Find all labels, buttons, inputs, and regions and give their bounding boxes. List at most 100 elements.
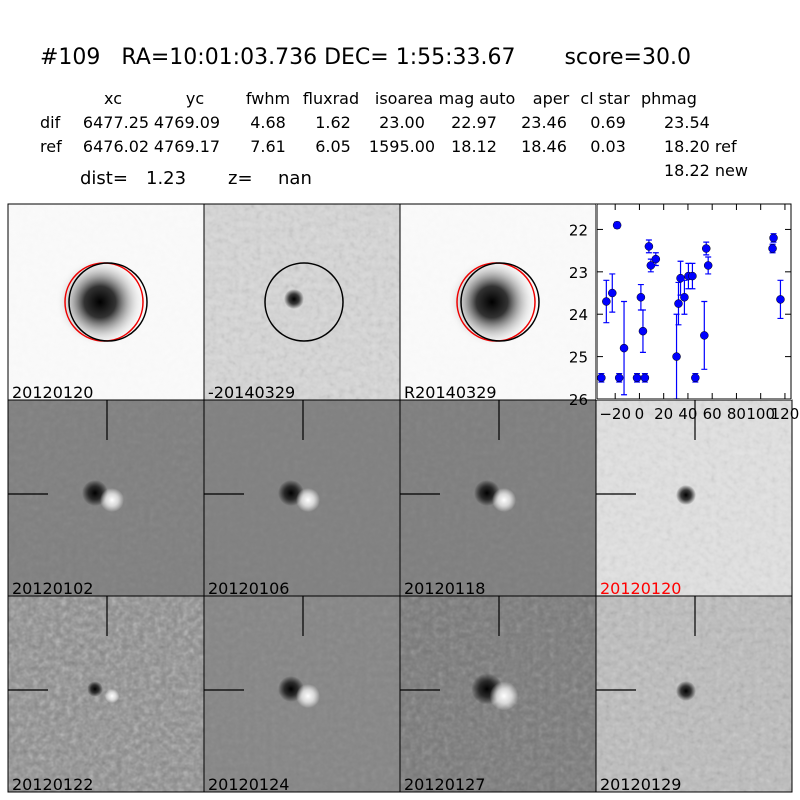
- data-point: [676, 273, 685, 283]
- aperture: [264, 262, 344, 342]
- dipole-white: [296, 488, 320, 512]
- panel-label: 20120102: [12, 579, 93, 598]
- source: [676, 681, 696, 701]
- aperture: [68, 262, 148, 342]
- table-cell: 7.61: [250, 137, 286, 156]
- summary-label: z=: [228, 168, 253, 189]
- panel-label: 20120118: [404, 579, 485, 598]
- table-cell: 6.05: [315, 137, 351, 156]
- table-cell: 6476.02: [83, 137, 149, 156]
- source: [284, 289, 304, 309]
- data-point: [691, 373, 700, 383]
- panel-frame: [595, 595, 793, 793]
- y-tick-label: 25: [569, 349, 588, 367]
- table-cell: 18.46: [521, 137, 567, 156]
- column-header: aper: [533, 89, 570, 108]
- x-tick-label: 60: [703, 405, 722, 423]
- row-label: dif: [40, 113, 61, 132]
- column-header: cl star: [580, 89, 630, 108]
- y-tick-label: 22: [569, 221, 588, 239]
- table-cell: 1.62: [315, 113, 351, 132]
- table-cell: 6477.25: [83, 113, 149, 132]
- table-cell: 0.69: [590, 113, 626, 132]
- source: [676, 485, 696, 505]
- row-label: ref: [40, 137, 62, 156]
- table-cell: 22.97: [451, 113, 497, 132]
- data-point: [688, 271, 697, 281]
- dipole-white: [296, 684, 320, 708]
- dipole-white: [492, 488, 516, 512]
- panel-label: R20140329: [404, 383, 497, 402]
- column-header: yc: [186, 89, 204, 108]
- panel-label: 20120106: [208, 579, 289, 598]
- panels: 20120120 -20140329 R20140329 20120102 201201…: [7, 203, 793, 794]
- data-point: [680, 293, 689, 302]
- table-cell: 23.00: [379, 113, 425, 132]
- title: #109 RA=10:01:03.736 DEC= 1:55:33.67 sco…: [40, 45, 691, 70]
- panel-label: -20140329: [208, 383, 295, 402]
- y-tick-label: 26: [569, 391, 588, 409]
- aperture: [460, 262, 540, 342]
- dipole-white: [104, 688, 120, 704]
- source: [55, 257, 145, 347]
- data-point: [619, 343, 629, 353]
- column-header: mag auto: [439, 89, 516, 108]
- data-point: [636, 293, 646, 302]
- summary-label: dist=: [80, 168, 128, 189]
- data-point: [672, 352, 681, 361]
- table-cell: 4769.17: [154, 137, 220, 156]
- data-point: [701, 244, 711, 253]
- x-tick-label: 0: [635, 405, 645, 423]
- x-tick-label: 80: [727, 405, 746, 423]
- data-point: [651, 254, 661, 264]
- x-tick-label: 120: [771, 405, 800, 423]
- x-tick-label: 100: [746, 405, 775, 423]
- panel-label: 20120129: [600, 775, 681, 794]
- plot-frame: [596, 203, 792, 400]
- data-point: [644, 242, 654, 251]
- dipole-white: [100, 488, 124, 512]
- data-point: [597, 373, 606, 383]
- data-point: [612, 220, 622, 230]
- data-point: [703, 261, 713, 270]
- column-header: fwhm: [246, 89, 290, 108]
- data-point: [674, 299, 683, 308]
- column-header: fluxrad: [303, 89, 359, 108]
- x-tick-label: −20: [599, 405, 631, 423]
- table-cell: 18.20 ref: [664, 137, 737, 156]
- panel-label: 20120124: [208, 775, 289, 794]
- source: [447, 257, 537, 347]
- x-tick-label: 20: [654, 405, 673, 423]
- summary-value: 1.23: [146, 168, 186, 189]
- table-cell: 4.68: [250, 113, 286, 132]
- data-point: [602, 297, 611, 306]
- table-extra: 18.22 new: [664, 161, 748, 180]
- panel-label: 20120120: [12, 383, 93, 402]
- panel-label: 20120120: [600, 579, 681, 598]
- panel-label: 20120122: [12, 775, 93, 794]
- y-tick-label: 23: [569, 264, 588, 282]
- plot-background: [597, 204, 791, 399]
- data-point: [640, 373, 650, 383]
- table-cell: 1595.00: [369, 137, 435, 156]
- data-point: [776, 295, 785, 304]
- table-cell: 0.03: [590, 137, 626, 156]
- data-point: [700, 331, 709, 340]
- data-point: [769, 233, 778, 243]
- table-cell: 4769.09: [154, 113, 220, 132]
- dipole-white: [489, 681, 519, 711]
- y-tick-label: 24: [569, 306, 588, 324]
- data-point: [608, 288, 617, 298]
- dipole-dark: [87, 681, 103, 697]
- column-header: xc: [104, 89, 122, 108]
- data-point: [638, 326, 648, 336]
- data-point: [614, 373, 624, 383]
- table-cell: 23.54: [664, 113, 710, 132]
- x-tick-label: 40: [678, 405, 697, 423]
- plot-area: [597, 220, 785, 399]
- panel-label: 20120127: [404, 775, 485, 794]
- table-cell: 23.46: [521, 113, 567, 132]
- summary-value: nan: [278, 168, 312, 189]
- data-point: [632, 373, 642, 383]
